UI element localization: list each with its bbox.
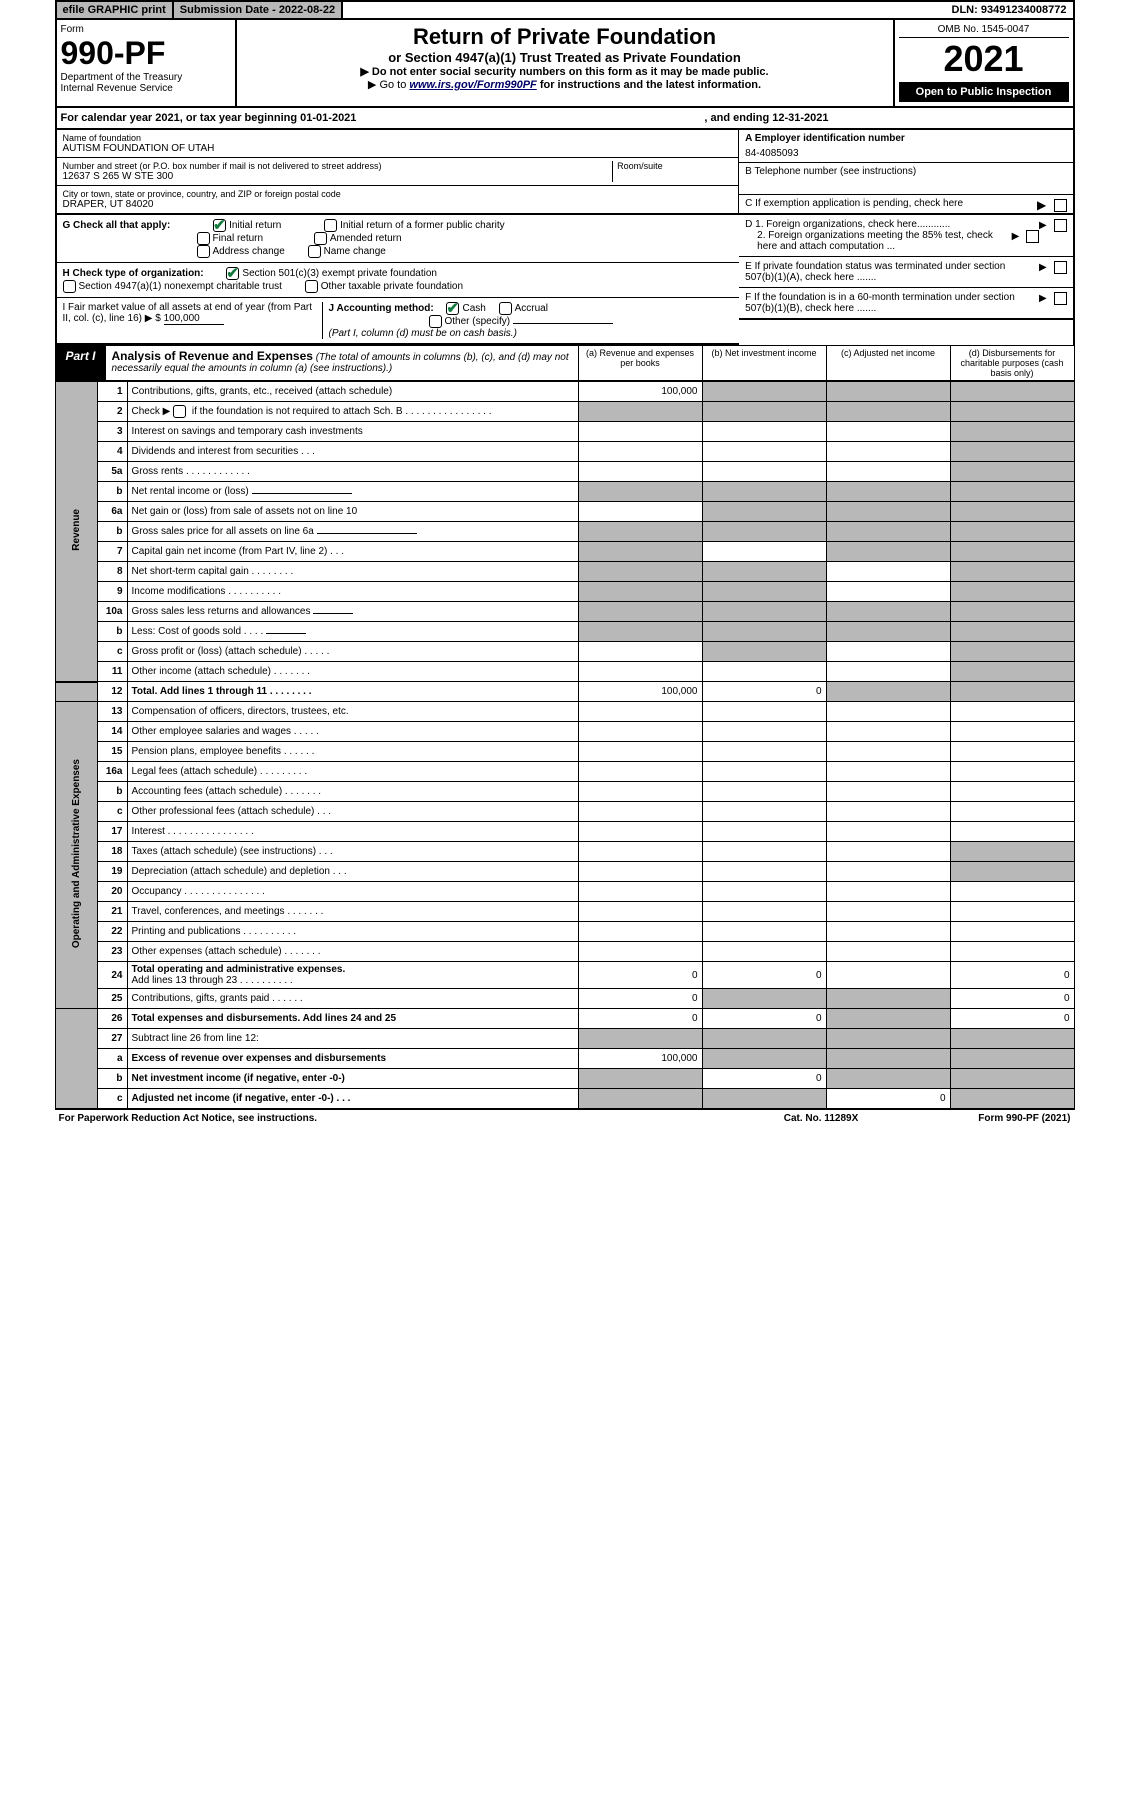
irs-label: Internal Revenue Service bbox=[61, 83, 231, 94]
form-number: 990-PF bbox=[61, 35, 231, 72]
form-header: Form 990-PF Department of the Treasury I… bbox=[55, 20, 1075, 108]
ein-label: A Employer identification number bbox=[745, 133, 1066, 144]
col-d-header: (d) Disbursements for charitable purpose… bbox=[950, 346, 1074, 380]
schb-checkbox[interactable] bbox=[173, 405, 186, 418]
accrual-checkbox[interactable] bbox=[499, 302, 512, 315]
calendar-year-row: For calendar year 2021, or tax year begi… bbox=[55, 108, 1075, 130]
f-checkbox[interactable] bbox=[1054, 292, 1067, 305]
sec501-checkbox[interactable] bbox=[226, 267, 239, 280]
identity-section: Name of foundation AUTISM FOUNDATION OF … bbox=[55, 130, 1075, 215]
tax-year: 2021 bbox=[899, 38, 1069, 80]
sec4947-checkbox[interactable] bbox=[63, 280, 76, 293]
name-change-checkbox[interactable] bbox=[308, 245, 321, 258]
other-method-checkbox[interactable] bbox=[429, 315, 442, 328]
form-subtitle: or Section 4947(a)(1) Trust Treated as P… bbox=[241, 50, 889, 65]
address-label: Number and street (or P.O. box number if… bbox=[63, 161, 613, 171]
instruction-1: ▶ Do not enter social security numbers o… bbox=[241, 65, 889, 78]
final-return-checkbox[interactable] bbox=[197, 232, 210, 245]
col-c-header: (c) Adjusted net income bbox=[826, 346, 950, 380]
address-value: 12637 S 265 W STE 300 bbox=[63, 171, 613, 182]
expenses-side-label: Operating and Administrative Expenses bbox=[71, 759, 82, 948]
dln-label: DLN: 93491234008772 bbox=[946, 2, 1073, 18]
g-row: G Check all that apply: Initial return I… bbox=[57, 215, 740, 263]
footer-mid: Cat. No. 11289X bbox=[784, 1113, 858, 1124]
name-label: Name of foundation bbox=[63, 133, 733, 143]
ghij-section: G Check all that apply: Initial return I… bbox=[55, 215, 1075, 345]
form-title: Return of Private Foundation bbox=[241, 24, 889, 50]
open-public-label: Open to Public Inspection bbox=[899, 82, 1069, 102]
page-footer: For Paperwork Reduction Act Notice, see … bbox=[55, 1109, 1075, 1127]
irs-link[interactable]: www.irs.gov/Form990PF bbox=[409, 79, 536, 91]
arrow-icon: ▶ bbox=[1037, 198, 1067, 212]
f-row: F If the foundation is in a 60-month ter… bbox=[739, 288, 1072, 320]
part1-table: Revenue 1Contributions, gifts, grants, e… bbox=[55, 381, 1075, 1109]
city-label: City or town, state or province, country… bbox=[63, 189, 733, 199]
initial-former-checkbox[interactable] bbox=[324, 219, 337, 232]
amended-checkbox[interactable] bbox=[314, 232, 327, 245]
dept-label: Department of the Treasury bbox=[61, 72, 231, 83]
phone-label: B Telephone number (see instructions) bbox=[745, 166, 1066, 177]
form-word: Form bbox=[61, 24, 231, 35]
col-b-header: (b) Net investment income bbox=[702, 346, 826, 380]
footer-left: For Paperwork Reduction Act Notice, see … bbox=[59, 1113, 318, 1124]
d-row: D 1. Foreign organizations, check here..… bbox=[739, 215, 1072, 257]
c-label: C If exemption application is pending, c… bbox=[745, 198, 963, 209]
room-label: Room/suite bbox=[617, 161, 732, 171]
c-checkbox[interactable] bbox=[1054, 199, 1067, 212]
foundation-name: AUTISM FOUNDATION OF UTAH bbox=[63, 143, 733, 154]
d1-checkbox[interactable] bbox=[1054, 219, 1067, 232]
ij-row: I Fair market value of all assets at end… bbox=[57, 298, 740, 345]
other-tax-checkbox[interactable] bbox=[305, 280, 318, 293]
e-row: E If private foundation status was termi… bbox=[739, 257, 1072, 288]
e-checkbox[interactable] bbox=[1054, 261, 1067, 274]
footer-right: Form 990-PF (2021) bbox=[978, 1113, 1070, 1124]
city-value: DRAPER, UT 84020 bbox=[63, 199, 733, 210]
instruction-2: ▶ Go to www.irs.gov/Form990PF for instru… bbox=[241, 78, 889, 91]
omb-number: OMB No. 1545-0047 bbox=[899, 24, 1069, 38]
h-row: H Check type of organization: Section 50… bbox=[57, 263, 740, 298]
revenue-side-label: Revenue bbox=[71, 509, 82, 551]
cash-checkbox[interactable] bbox=[446, 302, 459, 315]
top-bar: efile GRAPHIC print Submission Date - 20… bbox=[55, 0, 1075, 20]
submission-date: Submission Date - 2022-08-22 bbox=[172, 2, 343, 18]
part1-header: Part I Analysis of Revenue and Expenses … bbox=[55, 345, 1075, 381]
phone-value bbox=[745, 177, 1066, 191]
fmv-value: 100,000 bbox=[164, 313, 224, 325]
addr-change-checkbox[interactable] bbox=[197, 245, 210, 258]
efile-label[interactable]: efile GRAPHIC print bbox=[57, 2, 172, 18]
initial-return-checkbox[interactable] bbox=[213, 219, 226, 232]
col-a-header: (a) Revenue and expenses per books bbox=[578, 346, 702, 380]
d2-checkbox[interactable] bbox=[1026, 230, 1039, 243]
part1-label: Part I bbox=[56, 346, 106, 380]
ein-value: 84-4085093 bbox=[745, 144, 1066, 159]
